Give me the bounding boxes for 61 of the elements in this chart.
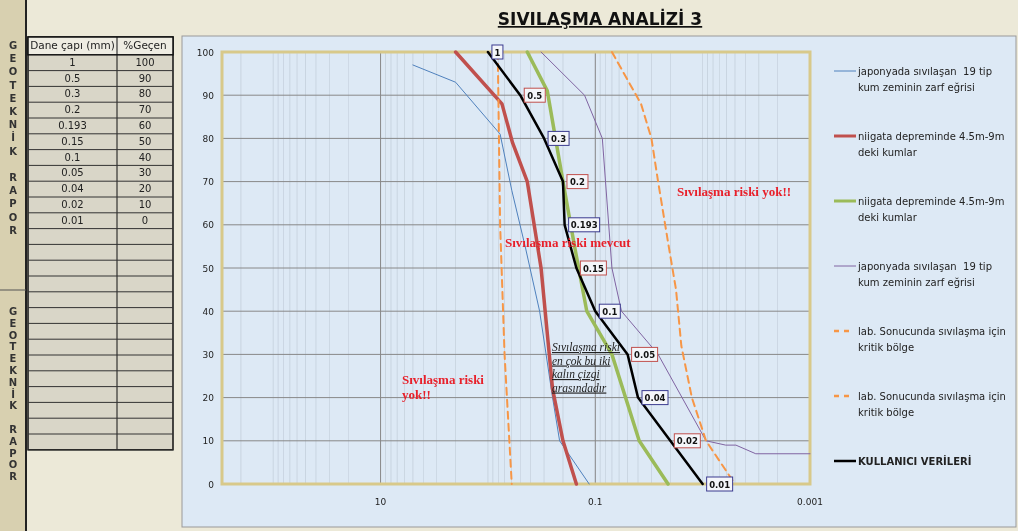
text: 0 — [140, 213, 150, 228]
y-tick-label: 100 — [196, 47, 215, 58]
text: 30 — [137, 166, 153, 181]
y-tick-label: 30 — [202, 349, 215, 360]
text: GEOTEKNİK RAPOR — [7, 306, 19, 483]
annotation: 0.15 — [582, 263, 604, 274]
annotation: 0.5 — [527, 90, 543, 101]
annotation: 0.2 — [569, 177, 586, 188]
text: 10 — [137, 197, 153, 212]
y-tick-label: 90 — [202, 90, 215, 101]
text: 0.193 — [57, 119, 88, 133]
annotation: 0.02 — [676, 436, 698, 447]
legend-label: niigata depreminde 4.5m-9m deki kumlar — [858, 196, 1005, 223]
x-tick-label: 10 — [374, 497, 387, 507]
text: 40 — [137, 150, 153, 165]
legend-label: japonyada sıvılaşan 19 tip kum zeminin zarf eğrisi — [857, 261, 992, 288]
annotation: 0.01 — [709, 479, 731, 490]
x-tick-label: 0.001 — [797, 497, 823, 507]
text: 0.04 — [60, 182, 85, 197]
text: 0.05 — [60, 166, 85, 181]
text: 80 — [137, 87, 153, 102]
text: 0.3 — [63, 87, 82, 102]
text: 0.02 — [60, 197, 85, 212]
annotation: Sıvılaşma riski yok!! — [677, 184, 792, 199]
y-tick-label: 80 — [202, 133, 215, 144]
text: 0.1 — [63, 150, 82, 165]
text: 70 — [137, 103, 153, 118]
legend-label: lab. Sonucunda sıvılaşma için kritik bölge — [858, 391, 1006, 418]
text: 100 — [134, 55, 156, 70]
y-tick-label: 20 — [202, 393, 215, 404]
text: 90 — [137, 71, 153, 86]
annotation: 1 — [494, 47, 501, 58]
text: 0.15 — [60, 134, 85, 149]
annotation: 0.3 — [551, 133, 567, 144]
text: 50 — [137, 134, 153, 149]
legend-label: japonyada sıvılaşan 19 tip kum zeminin zarf eğrisi — [857, 66, 992, 93]
legend-label: lab. Sonucunda sıvılaşma için kritik bölge — [858, 326, 1006, 353]
legend-label: niigata depreminde 4.5m-9m deki kumlar — [858, 131, 1005, 158]
x-tick-label: 0.1 — [588, 497, 603, 507]
chart-title: SIVILAŞMA ANALİZİ 3 — [497, 8, 703, 29]
annotation: 0.04 — [644, 393, 666, 404]
annotation: 0.05 — [634, 349, 656, 360]
text: 60 — [137, 119, 153, 133]
text: 0.5 — [63, 71, 82, 86]
y-tick-label: 70 — [202, 177, 215, 188]
text: Dane çapı (mm) — [29, 38, 116, 54]
text: 20 — [137, 182, 153, 197]
annotation: 0.193 — [570, 220, 598, 231]
annotation: 0.1 — [602, 306, 618, 317]
legend-label: KULLANICI VERİLERİ — [858, 454, 972, 467]
text: GEOTEKNİK RAPOR — [7, 40, 19, 238]
y-tick-label: 10 — [202, 436, 215, 447]
y-tick-label: 40 — [202, 306, 215, 317]
text: 1 — [68, 55, 77, 70]
y-tick-label: 60 — [202, 220, 215, 231]
text: 0.01 — [60, 213, 85, 228]
annotation: Sıvılaşma riski yok!! — [402, 372, 485, 402]
text: %Geçen — [122, 38, 168, 54]
y-tick-label: 50 — [202, 263, 215, 274]
y-tick-label: 0 — [208, 479, 215, 490]
text: 0.2 — [63, 103, 82, 118]
